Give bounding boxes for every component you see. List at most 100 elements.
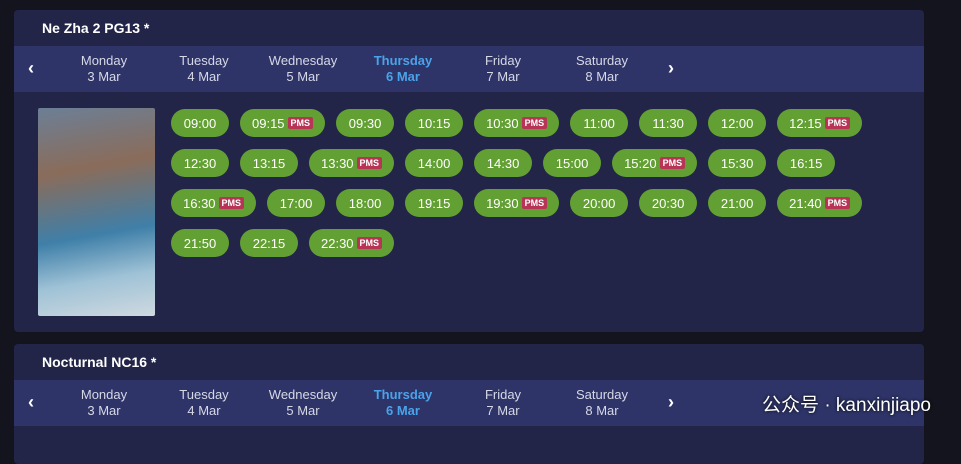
showtime-button[interactable]: 22:30 PMS — [309, 229, 395, 257]
showtime-button[interactable]: 20:30 — [639, 189, 698, 217]
showtime: 12:30 — [183, 155, 217, 171]
next-arrow[interactable]: › — [668, 392, 674, 412]
page: Showtimes {"movies": [ {"title": "Ne Zha… — [14, 10, 931, 464]
showtime: 21:00 — [720, 195, 754, 211]
pms-tag: PMS — [824, 117, 851, 129]
showtime: 09:15 — [252, 115, 285, 131]
date-tab[interactable]: Friday 7 Mar — [453, 387, 553, 419]
pms-tag: PMS — [218, 197, 245, 209]
date: 7 Mar — [486, 69, 520, 84]
showtime: 10:15 — [417, 115, 451, 131]
weekday: Friday — [484, 387, 522, 402]
showtime-button[interactable]: 12:15 PMS — [777, 109, 863, 137]
showtime-button[interactable]: 10:15 — [405, 109, 464, 137]
showtime-button[interactable]: 21:50 — [171, 229, 229, 257]
showtime-button[interactable]: 20:00 — [570, 189, 629, 217]
showtime-button[interactable]: 14:00 — [405, 149, 464, 177]
showtime-button[interactable]: 18:00 — [336, 189, 395, 217]
showtime-button[interactable]: 16:30 PMS — [171, 189, 257, 217]
date: 8 Mar — [585, 69, 619, 84]
showtime-button[interactable]: 13:30 PMS — [309, 149, 395, 177]
showtime-button[interactable]: 15:00 — [543, 149, 602, 177]
showtime-button[interactable]: 15:30 — [708, 149, 767, 177]
weekday: Monday — [80, 53, 128, 68]
showtime-button[interactable]: 09:30 — [336, 109, 395, 137]
weekday: Friday — [484, 53, 522, 68]
date: 3 Mar — [87, 403, 121, 418]
showtime-button[interactable]: 16:15 — [777, 149, 836, 177]
next-arrow[interactable]: › — [668, 58, 674, 78]
showtime: 11:00 — [583, 115, 615, 131]
showtime: 19:15 — [417, 195, 451, 211]
showtime: 14:30 — [486, 155, 520, 171]
date-tab[interactable]: Monday 3 Mar — [54, 387, 154, 419]
showtime: 09:30 — [348, 115, 382, 131]
showtime-button[interactable]: 19:15 — [405, 189, 464, 217]
showtime-button[interactable]: 10:30 PMS — [474, 109, 560, 137]
weekday: Thursday — [373, 53, 433, 68]
showtime-button[interactable]: 09:00 — [171, 109, 229, 137]
showtime: 15:20 — [624, 155, 657, 171]
showtimes-page: Ne Zha 2 PG13 * ‹ › Monday 3 Mar Tuesday 4 Mar… — [14, 10, 931, 464]
date: 4 Mar — [187, 403, 221, 418]
showtime-button[interactable]: 13:15 — [240, 149, 298, 177]
showtime-button[interactable]: 21:40 PMS — [777, 189, 863, 217]
showtime-button[interactable]: 21:00 — [708, 189, 767, 217]
date-tab[interactable]: Tuesday 4 Mar — [154, 53, 254, 85]
date-bar: ‹ › Monday 3 Mar Tuesday 4 Mar Wednesday 5 Mar T… — [14, 380, 924, 426]
date-tab[interactable]: Tuesday 4 Mar — [154, 387, 254, 419]
showtime: 17:00 — [279, 195, 313, 211]
showtime: 11:30 — [652, 115, 684, 131]
weekday: Monday — [80, 387, 128, 402]
date: 8 Mar — [585, 403, 619, 418]
weekday: Saturday — [575, 387, 629, 402]
showtime-button[interactable]: 22:15 — [240, 229, 298, 257]
date: 3 Mar — [87, 69, 121, 84]
showtime: 10:30 — [486, 115, 519, 131]
date: 7 Mar — [486, 403, 520, 418]
date: 5 Mar — [286, 69, 320, 84]
prev-arrow[interactable]: ‹ — [28, 392, 34, 412]
prev-arrow[interactable]: ‹ — [28, 58, 34, 78]
date-bar: ‹ › Monday 3 Mar Tuesday 4 Mar Wednesday 5 Mar T… — [14, 46, 924, 92]
showtime-button[interactable]: 09:15 PMS — [240, 109, 326, 137]
showtime-button[interactable]: 11:00 — [570, 109, 629, 137]
movie-title: Nocturnal NC16 * — [42, 354, 157, 370]
date-tab[interactable]: Saturday 8 Mar — [552, 387, 652, 419]
showtime: 14:00 — [417, 155, 451, 171]
showtime-button[interactable]: 14:30 — [474, 149, 533, 177]
showtime: 21:40 — [789, 195, 822, 211]
date-tab[interactable]: Wednesday 5 Mar — [253, 53, 353, 85]
pms-tag: PMS — [356, 237, 383, 249]
showtime-button[interactable]: 12:00 — [708, 109, 767, 137]
date-tab[interactable]: Saturday 8 Mar — [552, 53, 652, 85]
showtime: 20:00 — [582, 195, 616, 211]
showtime: 09:00 — [183, 115, 217, 131]
showtime: 15:00 — [555, 155, 589, 171]
weekday: Thursday — [373, 387, 433, 402]
movie-title: Ne Zha 2 PG13 * — [42, 20, 150, 36]
showtime-button[interactable]: 11:30 — [639, 109, 698, 137]
date-tab[interactable]: Monday 3 Mar — [54, 53, 154, 85]
showtime-button[interactable]: 17:00 — [267, 189, 326, 217]
watermark: 公众号 · kanxinjiapo — [762, 395, 931, 416]
date-tab[interactable]: Wednesday 5 Mar — [253, 387, 353, 419]
date-tab[interactable]: Thursday 6 Mar — [353, 387, 453, 419]
showtime: 12:15 — [789, 115, 822, 131]
showtime-button[interactable]: 15:20 PMS — [612, 149, 698, 177]
pms-tag: PMS — [659, 157, 686, 169]
showtime: 15:30 — [720, 155, 754, 171]
date-tab[interactable]: Thursday 6 Mar — [353, 53, 453, 85]
date: 6 Mar — [386, 69, 420, 84]
showtime-button[interactable]: 19:30 PMS — [474, 189, 560, 217]
showtime: 13:30 — [321, 155, 354, 171]
weekday: Saturday — [575, 53, 629, 68]
showtime: 20:30 — [651, 195, 685, 211]
showtime: 22:30 — [321, 235, 354, 251]
showtime-button[interactable]: 12:30 — [171, 149, 229, 177]
date-tab[interactable]: Friday 7 Mar — [453, 53, 553, 85]
showtime: 18:00 — [348, 195, 382, 211]
showtime: 21:50 — [183, 235, 217, 251]
showtime: 16:30 — [183, 195, 216, 211]
pms-tag: PMS — [356, 157, 383, 169]
